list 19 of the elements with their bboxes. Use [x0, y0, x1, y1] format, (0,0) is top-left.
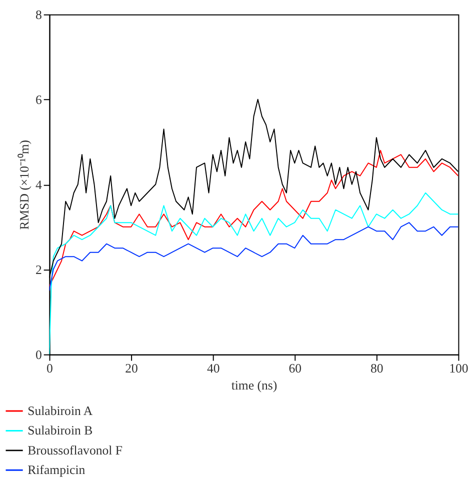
legend-label: Broussoflavonol F [28, 443, 123, 458]
y-tick-label: 8 [35, 8, 42, 22]
y-axis-title: RMSD (×10⁻¹⁰m) [18, 140, 32, 230]
y-tick-label: 0 [35, 348, 42, 362]
x-tick-label: 80 [370, 362, 384, 376]
legend-label: Sulabiroin B [28, 424, 93, 438]
legend-label: Sulabiroin A [28, 404, 94, 418]
x-axis-title: time (ns) [231, 378, 278, 392]
legend-label: Rifampicin [28, 463, 86, 478]
x-tick-label: 0 [46, 362, 53, 376]
x-tick-label: 100 [449, 362, 468, 376]
x-tick-label: 60 [288, 362, 302, 376]
y-tick-label: 6 [35, 92, 42, 107]
x-tick-label: 20 [125, 362, 138, 376]
y-tick-label: 4 [35, 178, 42, 192]
line-series [49, 150, 458, 287]
x-tick-label: 40 [206, 362, 220, 376]
y-tick-label: 2 [35, 262, 42, 277]
line-series [49, 222, 458, 292]
